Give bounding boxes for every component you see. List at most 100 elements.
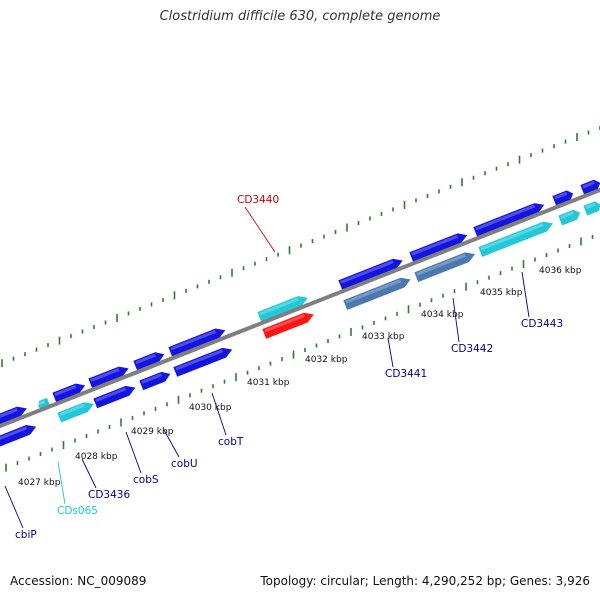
gene-shape bbox=[132, 351, 166, 372]
gene-shape bbox=[408, 232, 469, 263]
kbp-label: 4028 kbp bbox=[75, 452, 118, 462]
leader-line bbox=[211, 392, 227, 436]
inner-tick-track bbox=[5, 234, 594, 472]
kbp-label: 4029 kbp bbox=[131, 427, 174, 437]
leader-line bbox=[163, 429, 180, 458]
gene-arrow bbox=[167, 327, 227, 358]
gene-shine bbox=[59, 403, 85, 417]
gene-shape bbox=[92, 385, 137, 410]
leader-line bbox=[125, 431, 142, 474]
gene-shape bbox=[167, 327, 227, 358]
gene-shine bbox=[416, 253, 466, 276]
gene-shape bbox=[557, 209, 581, 227]
gene-shape bbox=[337, 258, 404, 291]
accession-label: Accession: NC_009089 bbox=[10, 574, 147, 588]
gene-label-cd3440[interactable]: CD3440 bbox=[237, 194, 279, 206]
gene-label-cd3441[interactable]: CD3441 bbox=[385, 368, 427, 380]
leader-line bbox=[244, 206, 276, 253]
gene-shine bbox=[175, 349, 224, 371]
topology-summary: Topology: circular; Length: 4,290,252 bp… bbox=[260, 574, 590, 588]
leader-line bbox=[521, 271, 530, 318]
gene-features bbox=[0, 179, 600, 450]
kbp-label: 4031 kbp bbox=[247, 378, 290, 388]
gene-arrow bbox=[477, 221, 555, 258]
gene-shine bbox=[582, 181, 595, 189]
gene-arrow bbox=[56, 401, 95, 424]
gene-shape bbox=[413, 251, 477, 283]
gene-arrow bbox=[92, 385, 137, 410]
gene-shape bbox=[256, 295, 309, 323]
leader-line bbox=[4, 485, 24, 529]
gene-shine bbox=[560, 211, 575, 219]
gene-arrow bbox=[138, 371, 172, 391]
gene-shine bbox=[554, 191, 568, 200]
gene-arrow bbox=[408, 232, 469, 263]
gene-arrow bbox=[51, 382, 87, 404]
leader-line bbox=[57, 461, 66, 505]
gene-shine bbox=[38, 400, 46, 406]
gene-shine bbox=[340, 260, 394, 284]
gene-arrow bbox=[0, 424, 38, 450]
gene-label-cds065[interactable]: CDs065 bbox=[57, 505, 98, 517]
gene-shine bbox=[259, 297, 299, 316]
gene-shine bbox=[480, 223, 544, 251]
gene-shape bbox=[51, 382, 87, 404]
gene-label-cd3436[interactable]: CD3436 bbox=[88, 489, 130, 501]
kbp-label: 4027 kbp bbox=[18, 478, 61, 488]
leader-line bbox=[452, 297, 460, 343]
leader-line bbox=[387, 337, 394, 368]
gene-label-cobu[interactable]: cobU bbox=[171, 458, 198, 470]
gene-arrow bbox=[337, 258, 404, 291]
gene-label-cobs[interactable]: cobS bbox=[133, 474, 159, 486]
gene-shine bbox=[411, 234, 459, 256]
gene-shape bbox=[582, 200, 600, 217]
gene-arrow bbox=[413, 251, 477, 283]
gene-shine bbox=[135, 353, 157, 365]
gene-shape bbox=[477, 221, 555, 258]
gene-arrow bbox=[0, 406, 28, 428]
gene-shape bbox=[261, 312, 315, 340]
kbp-label: 4032 kbp bbox=[305, 355, 348, 365]
gene-shape bbox=[579, 179, 600, 196]
gene-arrow bbox=[557, 209, 581, 227]
gene-label-cbip[interactable]: cbiP bbox=[15, 529, 37, 541]
kbp-label: 4035 kbp bbox=[480, 288, 523, 298]
gene-label-cobt[interactable]: cobT bbox=[218, 436, 244, 448]
gene-shape bbox=[0, 424, 38, 450]
gene-shape bbox=[138, 371, 172, 391]
gene-arrow bbox=[256, 295, 309, 323]
kbp-label: 4036 kbp bbox=[539, 266, 582, 276]
gene-shine bbox=[95, 387, 127, 402]
gene-arrow bbox=[551, 189, 574, 207]
kbp-label: 4034 kbp bbox=[421, 310, 464, 320]
gene-shape bbox=[172, 347, 234, 378]
gene-shine bbox=[0, 408, 18, 421]
gene-shine bbox=[54, 384, 77, 397]
map-title: Clostridium difficile 630, complete geno… bbox=[159, 9, 441, 24]
gene-arrow bbox=[472, 202, 546, 238]
gene-shine bbox=[264, 314, 305, 333]
gene-arrow bbox=[132, 351, 166, 372]
gene-arrow bbox=[582, 200, 600, 217]
leader-line bbox=[81, 458, 97, 489]
genome-backbone bbox=[0, 188, 600, 428]
gene-shine bbox=[585, 202, 596, 210]
label-leaders bbox=[4, 206, 530, 529]
gene-shape bbox=[551, 189, 574, 207]
gene-shape bbox=[56, 401, 95, 424]
gene-shine bbox=[345, 279, 402, 304]
gene-arrow bbox=[87, 365, 130, 390]
gene-label-cd3443[interactable]: CD3443 bbox=[521, 318, 563, 330]
kbp-label: 4030 kbp bbox=[189, 403, 232, 413]
gene-labels: cbiP CDs065 CD3436 cobS cobU cobT CD3440… bbox=[15, 194, 563, 541]
gene-shine bbox=[170, 330, 217, 351]
outer-tick-track bbox=[1, 126, 600, 368]
gene-arrow bbox=[172, 347, 234, 378]
gene-shine bbox=[475, 204, 536, 231]
gene-label-cd3442[interactable]: CD3442 bbox=[451, 343, 493, 355]
gene-arrow bbox=[342, 277, 412, 311]
gene-shape bbox=[342, 277, 412, 311]
gene-shine bbox=[141, 373, 163, 384]
gene-shape bbox=[87, 365, 130, 390]
